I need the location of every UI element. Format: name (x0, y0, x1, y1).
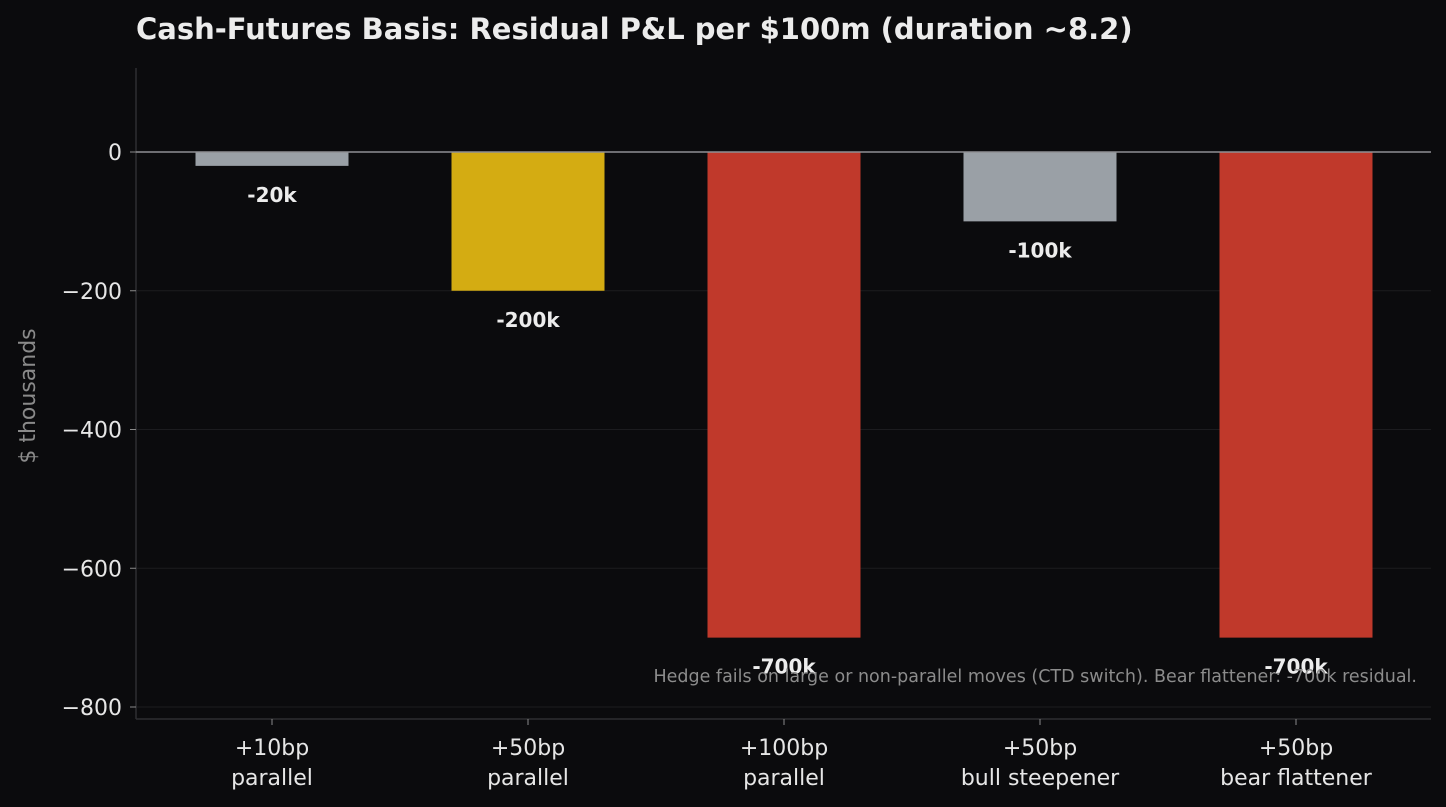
data-label: -700k (1264, 655, 1328, 679)
annotation-note: Hedge fails on large or non-parallel mov… (653, 667, 1417, 687)
bar (707, 152, 861, 638)
x-tick-label-line: bear flattener (1220, 766, 1373, 791)
data-label: -200k (496, 308, 560, 332)
bar (451, 152, 605, 291)
x-tick-label-line: parallel (487, 766, 569, 791)
x-tick-label-line: +10bp (235, 736, 309, 761)
y-tick-label: 0 (108, 141, 122, 166)
x-tick-label-line: parallel (231, 766, 313, 791)
y-tick-label: −200 (62, 280, 122, 305)
axes: 0 −200 −400 −600 −800 +10bp parallel +50bp paral… (62, 68, 1431, 791)
y-tick-label: −400 (62, 419, 122, 444)
chart-title: Cash-Futures Basis: Residual P&L per $10… (136, 12, 1133, 46)
x-tick-label: +50bp bear flattener (1220, 736, 1373, 791)
y-tick-label: −600 (62, 557, 122, 582)
x-tick-label-line: +100bp (740, 736, 828, 761)
bar (195, 152, 349, 166)
bars (136, 151, 1431, 638)
y-axis-label: $ thousands (16, 328, 41, 463)
x-tick-label-line: +50bp (1259, 736, 1333, 761)
x-tick-label-line: +50bp (1003, 736, 1077, 761)
x-tick-label: +10bp parallel (231, 736, 313, 791)
x-tick-label-line: +50bp (491, 736, 565, 761)
data-label: -20k (247, 183, 297, 207)
x-tick-label-line: parallel (743, 766, 825, 791)
x-tick-label: +50bp parallel (487, 736, 569, 791)
x-tick-label-line: bull steepener (961, 766, 1120, 791)
data-labels: -20k -200k -700k -100k -700k (247, 183, 1328, 679)
x-tick-label: +100bp parallel (740, 736, 828, 791)
bar (1219, 152, 1373, 638)
data-label: -700k (752, 655, 816, 679)
y-tick-label: −800 (62, 696, 122, 721)
data-label: -100k (1008, 238, 1072, 262)
bar (963, 152, 1117, 222)
x-tick-label: +50bp bull steepener (961, 736, 1120, 791)
